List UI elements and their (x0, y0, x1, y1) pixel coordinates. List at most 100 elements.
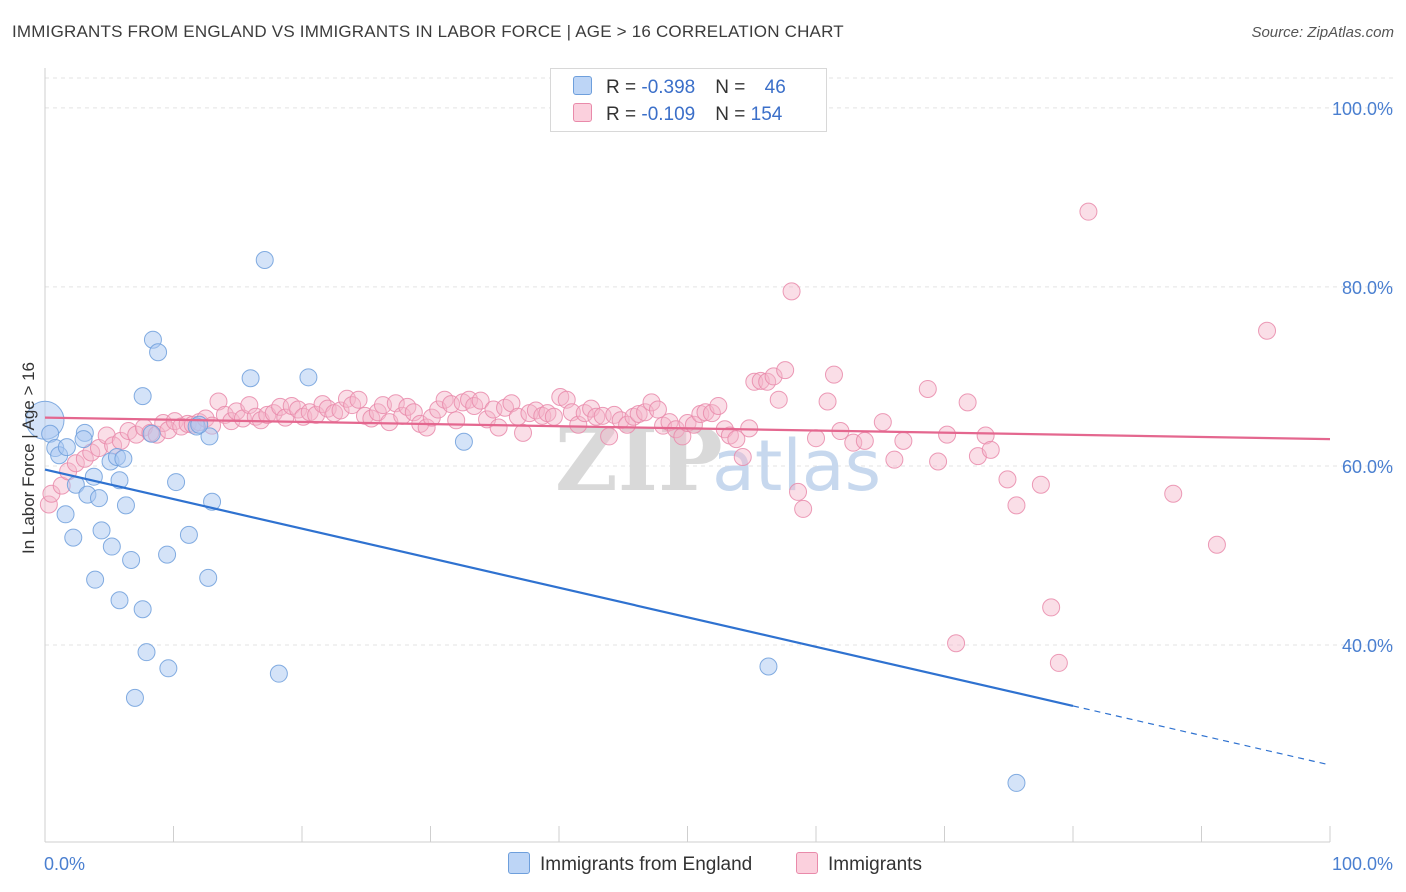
point-immigrants (442, 395, 461, 414)
trend-line-immigrants (44, 416, 1331, 441)
point-immigrants (918, 379, 937, 398)
point-england (255, 251, 274, 270)
point-immigrants (938, 425, 957, 444)
point-england (159, 659, 178, 678)
y-tick-label: 60.0% (1342, 457, 1393, 477)
point-immigrants (733, 448, 752, 466)
point-immigrants (789, 482, 808, 501)
legend-label-immigrants: Immigrants (828, 854, 922, 875)
point-england (200, 427, 219, 446)
point-england (454, 432, 473, 451)
n-value-immigrants: 154 (750, 104, 783, 125)
n-value-england: 46 (764, 77, 786, 98)
watermark-atlas: atlas (712, 425, 881, 507)
point-england (179, 525, 198, 544)
point-immigrants (587, 407, 606, 426)
point-immigrants (873, 413, 892, 432)
point-immigrants (1049, 653, 1068, 672)
point-england (89, 489, 108, 508)
point-england (125, 688, 144, 707)
legend-item-england: Immigrants from England (508, 852, 752, 876)
y-tick-label: 100.0% (1332, 99, 1393, 119)
point-immigrants (66, 454, 85, 473)
r-value-england: -0.398 (641, 77, 696, 98)
point-immigrants (331, 401, 350, 420)
legend-swatch-immigrants (796, 852, 818, 874)
point-immigrants (1079, 202, 1098, 221)
point-england (116, 496, 135, 515)
legend-row-england: R = -0.398 N = 46 (573, 76, 786, 100)
point-immigrants (976, 426, 995, 445)
point-immigrants (745, 372, 764, 391)
point-england (142, 424, 161, 443)
point-immigrants (702, 404, 721, 423)
point-immigrants (776, 361, 795, 380)
point-england (114, 449, 133, 468)
y-tick-label: 80.0% (1342, 278, 1393, 298)
point-immigrants (600, 427, 619, 446)
point-immigrants (929, 452, 948, 471)
point-england (199, 568, 218, 587)
legend-swatch-england (573, 76, 592, 95)
point-immigrants (998, 470, 1017, 489)
point-immigrants (629, 405, 648, 424)
point-immigrants (947, 634, 966, 653)
y-axis-label: In Labor Force | Age > 16 (19, 362, 38, 554)
point-immigrants (764, 367, 783, 386)
legend-series: Immigrants from England Immigrants (0, 852, 1406, 878)
point-england (92, 521, 111, 540)
point-immigrants (824, 365, 843, 384)
r-label: R = (606, 104, 642, 125)
point-immigrants (642, 393, 661, 412)
point-england (74, 430, 93, 449)
point-immigrants (794, 499, 813, 518)
point-immigrants (844, 433, 863, 452)
x-tick-label-max: 100.0% (1332, 854, 1393, 874)
point-england (167, 473, 186, 492)
legend-label-england: Immigrants from England (540, 854, 753, 875)
point-immigrants (958, 393, 977, 412)
point-immigrants (648, 400, 667, 419)
chart-title: IMMIGRANTS FROM ENGLAND VS IMMIGRANTS IN… (12, 22, 844, 41)
point-immigrants (471, 391, 490, 410)
point-immigrants (97, 426, 116, 445)
n-label: N = (715, 77, 751, 98)
point-immigrants (1207, 535, 1226, 554)
point-england (110, 591, 129, 610)
point-immigrants (894, 431, 913, 450)
legend-swatch-england (508, 852, 530, 874)
point-immigrants (349, 390, 368, 409)
legend-swatch-immigrants (573, 103, 592, 122)
point-immigrants (782, 282, 801, 301)
point-immigrants (1258, 321, 1277, 340)
legend-item-immigrants: Immigrants (796, 852, 922, 876)
point-england (133, 387, 152, 406)
r-label: R = (606, 77, 642, 98)
point-england (86, 570, 105, 589)
point-england (1007, 773, 1026, 792)
point-england (102, 537, 121, 556)
point-immigrants (39, 495, 58, 514)
x-tick-label-min: 0.0% (44, 854, 85, 874)
point-england (299, 368, 318, 387)
source-label: Source: ZipAtlas.com (1251, 24, 1394, 41)
legend-stats: R = -0.398 N = 46 R = -0.109 N = 154 (550, 68, 827, 132)
point-immigrants (807, 429, 825, 448)
point-immigrants (624, 407, 643, 426)
point-immigrants (514, 423, 533, 442)
point-immigrants (660, 413, 679, 432)
point-immigrants (1007, 496, 1026, 515)
point-immigrants (447, 411, 466, 430)
point-england (56, 505, 75, 524)
point-england (759, 657, 778, 676)
point-immigrants (1031, 475, 1050, 494)
point-england (64, 528, 83, 547)
point-immigrants (981, 440, 1000, 459)
point-immigrants (1164, 484, 1183, 503)
point-immigrants (769, 390, 788, 409)
point-immigrants (307, 405, 326, 424)
trend-line-england-extension (1072, 705, 1331, 766)
england-points (25, 251, 1026, 792)
point-england (190, 415, 209, 434)
